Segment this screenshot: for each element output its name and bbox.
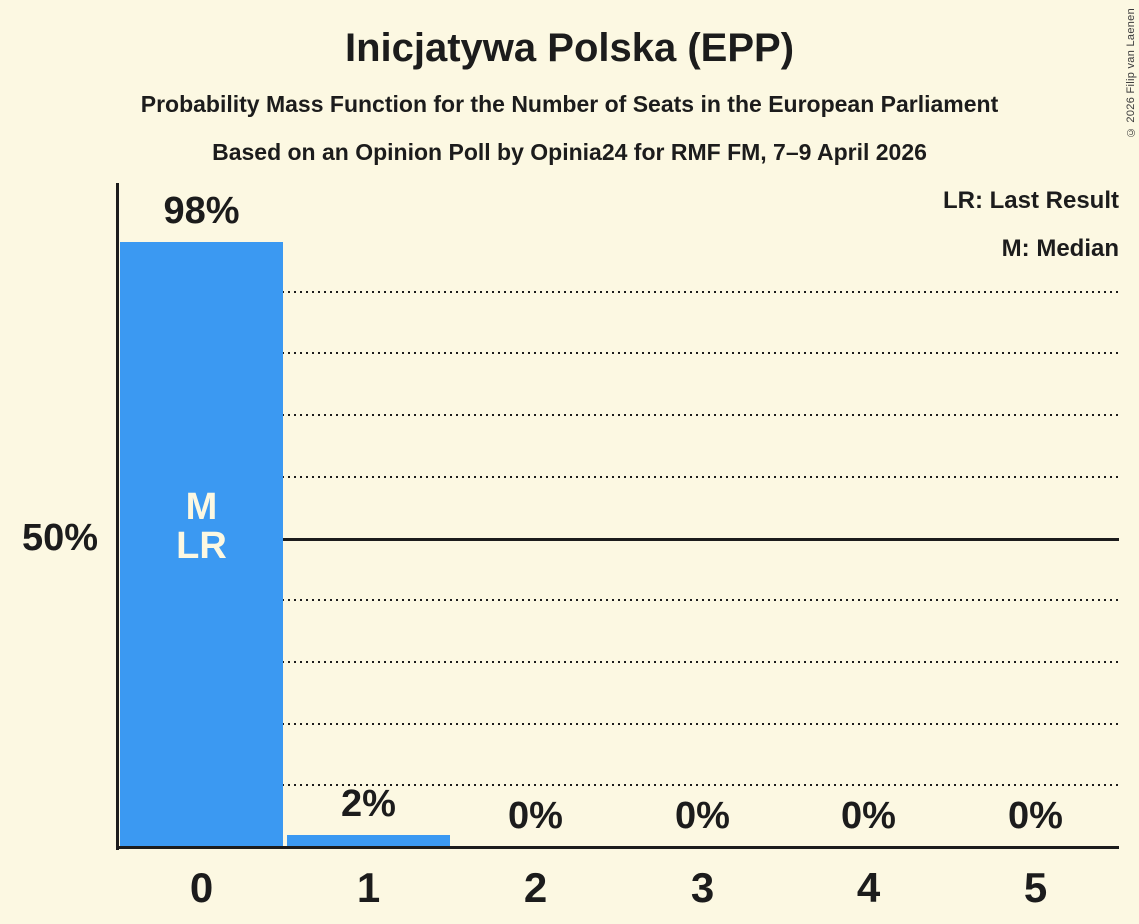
gridline-10-percent <box>120 784 1119 787</box>
bar-value-label-seats-2: 0% <box>508 795 563 837</box>
gridline-60-percent <box>120 475 1119 478</box>
legend-last-result: LR: Last Result <box>942 187 1119 214</box>
annotation-line-m: M <box>185 486 218 528</box>
x-tick-label-3: 3 <box>690 864 715 911</box>
x-tick-label-4: 4 <box>856 864 881 911</box>
x-tick-label-2: 2 <box>523 864 548 911</box>
legend-median: M: Median <box>1001 235 1119 262</box>
annotation-line-lr: LR <box>176 525 227 567</box>
y-axis-50-percent-label: 50% <box>21 517 98 559</box>
chart-subtitle-pmf: Probability Mass Function for the Number… <box>140 91 999 117</box>
x-tick-label-0: 0 <box>189 864 214 911</box>
bar-value-label-seats-5: 0% <box>1008 795 1063 837</box>
x-tick-label-5: 5 <box>1023 864 1048 911</box>
bar-value-label-seats-4: 0% <box>841 795 896 837</box>
bar-value-label-seats-1: 2% <box>341 783 396 825</box>
copyright-notice: © 2026 Filip van Laenen <box>1125 8 1137 139</box>
bar-seats-1 <box>287 835 450 847</box>
gridline-90-percent <box>120 290 1119 293</box>
x-tick-label-1: 1 <box>356 864 381 911</box>
gridline-20-percent <box>120 722 1119 725</box>
y-axis-line <box>116 183 119 850</box>
x-axis-line <box>116 846 1119 849</box>
gridline-30-percent <box>120 660 1119 663</box>
bar-value-label-seats-3: 0% <box>675 795 730 837</box>
chart-title: Inicjatywa Polska (EPP) <box>344 26 795 70</box>
bar-value-label-seats-0: 98% <box>163 190 240 232</box>
gridline-40-percent <box>120 599 1119 602</box>
bar-seats-0 <box>120 242 283 847</box>
gridline-70-percent <box>120 414 1119 417</box>
median-last-result-annotation: M LR <box>118 488 285 566</box>
gridline-80-percent <box>120 352 1119 355</box>
gridline-50-percent-solid <box>120 537 1119 541</box>
chart-subtitle-poll: Based on an Opinion Poll by Opinia24 for… <box>212 139 927 165</box>
